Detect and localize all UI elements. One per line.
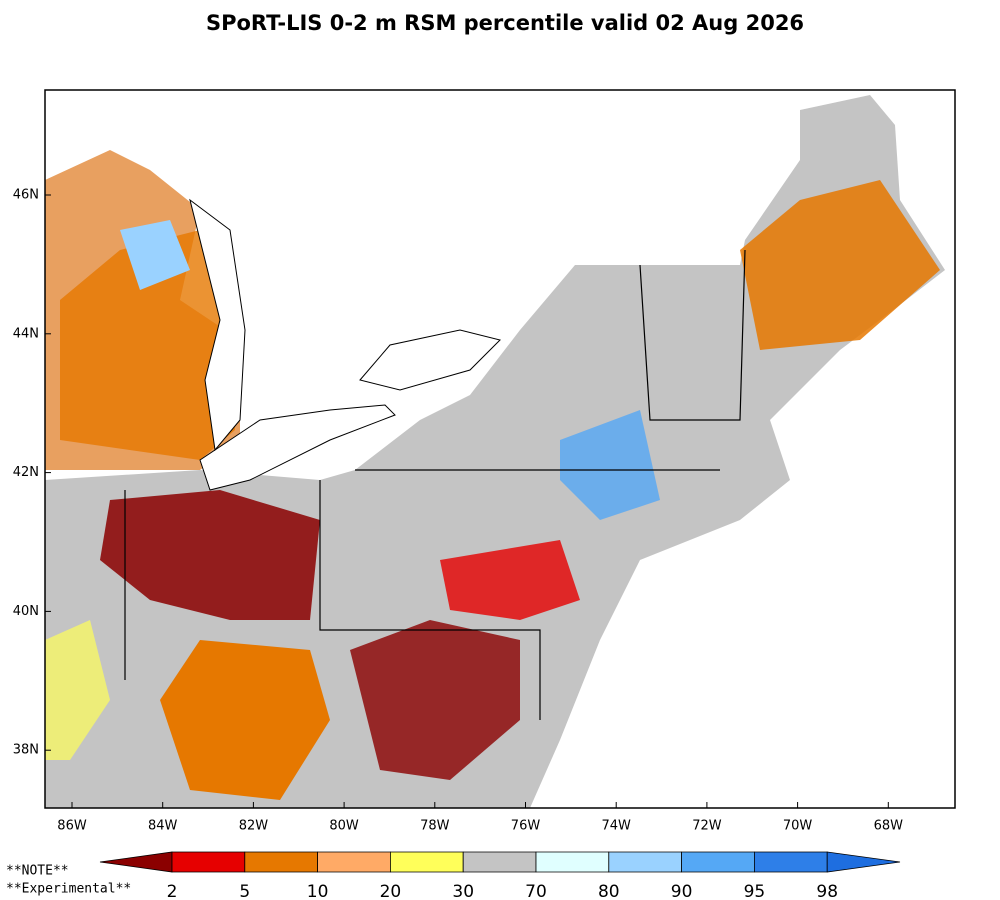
lon-label: 84W: [148, 819, 178, 834]
lon-label: 74W: [601, 819, 631, 834]
colorbar-swatch: [535, 851, 610, 873]
map-title: SPoRT-LIS 0-2 m RSM percentile valid 02 …: [206, 11, 804, 35]
map-area: [44, 89, 956, 809]
colorbar: 2 5 10 20 30 70 80 90 95 98: [99, 851, 901, 900]
lon-label: 76W: [511, 819, 541, 834]
colorbar-swatch: [754, 851, 828, 873]
lon-label: 78W: [420, 819, 450, 834]
colorbar-swatch: [681, 851, 755, 873]
lat-label: 44N: [13, 326, 39, 341]
colorbar-label: 95: [744, 882, 766, 900]
note: **Experimental**: [6, 882, 131, 897]
colorbar-swatch: [99, 851, 173, 873]
note: **NOTE**: [6, 864, 69, 879]
colorbar-label: 70: [525, 882, 547, 900]
lat-label: 42N: [13, 465, 39, 480]
lon-label: 68W: [874, 819, 904, 834]
lat-label: 38N: [13, 743, 39, 758]
colorbar-swatch: [171, 851, 246, 873]
colorbar-label: 90: [671, 882, 693, 900]
lon-label: 80W: [329, 819, 359, 834]
colorbar-swatch: [389, 851, 464, 873]
colorbar-label: 98: [816, 882, 838, 900]
lat-label: 40N: [13, 604, 39, 619]
lon-label: 72W: [692, 819, 722, 834]
colorbar-label: 30: [452, 882, 474, 900]
map-ticks: 46N 44N 42N 40N 38N 86W 84W 82W 80W 78W 76W 74W 72W 7…: [13, 188, 903, 834]
lat-label: 46N: [13, 188, 39, 203]
colorbar-swatch: [317, 851, 391, 873]
colorbar-label: 5: [239, 882, 250, 900]
lon-label: 70W: [783, 819, 813, 834]
colorbar-label: 20: [380, 882, 402, 900]
lon-label: 82W: [239, 819, 269, 834]
colorbar-label: 80: [598, 882, 620, 900]
colorbar-swatch: [826, 851, 901, 873]
colorbar-swatch: [462, 851, 537, 873]
colorbar-label: 10: [307, 882, 329, 900]
colorbar-swatch: [608, 851, 682, 873]
colorbar-label: 2: [167, 882, 178, 900]
colorbar-swatch: [244, 851, 319, 873]
lon-label: 86W: [57, 819, 87, 834]
